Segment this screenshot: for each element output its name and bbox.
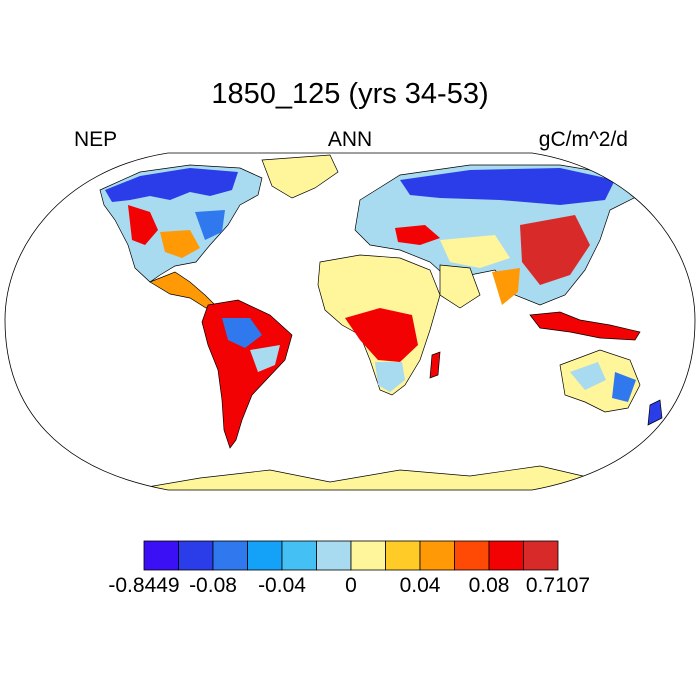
colorbar-box — [178, 540, 214, 571]
north-america-red — [128, 205, 158, 245]
arabia-land — [439, 264, 481, 309]
map-title: 1850_125 (yrs 34-53) — [211, 78, 489, 110]
colorbar-tick-label: -0.08 — [189, 574, 237, 597]
globe-outline — [4, 152, 696, 491]
east-asia-red — [520, 215, 590, 285]
north-america-mid-blue — [195, 210, 225, 240]
colorbar-tick-label: -0.8449 — [108, 574, 180, 597]
colorbar-box — [385, 540, 421, 571]
eurasia-north-blue — [400, 168, 615, 205]
australia-east-blue — [612, 372, 636, 402]
europe-red — [395, 225, 440, 245]
world-map — [4, 152, 696, 491]
colorbar-tick-label: 0 — [345, 574, 357, 597]
central-asia-yellow — [440, 235, 510, 268]
colorbar-box — [247, 540, 283, 571]
north-america-orange — [160, 230, 200, 258]
india-orange — [492, 268, 520, 305]
units-label: gC/m^2/d — [538, 128, 628, 151]
colorbar-box — [212, 540, 248, 571]
colorbar-tick-label: 0.08 — [468, 574, 510, 597]
colorbar-box — [454, 540, 490, 571]
colorbar-box — [523, 540, 559, 571]
africa-red — [345, 308, 418, 362]
south-america-land — [201, 299, 293, 449]
season-label: ANN — [327, 128, 373, 151]
australia-interior-light — [570, 362, 606, 390]
new-zealand-land — [647, 399, 663, 426]
antarctica-land — [129, 465, 661, 490]
colorbar-tick-label: 0.04 — [399, 574, 441, 597]
africa-south-light — [375, 362, 405, 392]
south-america-light — [250, 345, 280, 372]
colorbar-box — [350, 540, 386, 571]
north-america-blue — [105, 168, 238, 202]
madagascar-land — [429, 351, 441, 379]
colorbar-box — [143, 540, 179, 571]
greenland-land — [261, 154, 339, 199]
colorbar-box — [419, 540, 455, 571]
colorbar-box — [281, 540, 317, 571]
colorbar-box — [488, 540, 524, 571]
colorbar-box — [316, 540, 352, 571]
colorbar-tick-label: -0.04 — [258, 574, 306, 597]
indonesia-land — [529, 311, 641, 341]
variable-label: NEP — [74, 128, 118, 151]
south-america-blue — [222, 318, 262, 348]
colorbar-tick-label: 0.7107 — [525, 574, 591, 597]
